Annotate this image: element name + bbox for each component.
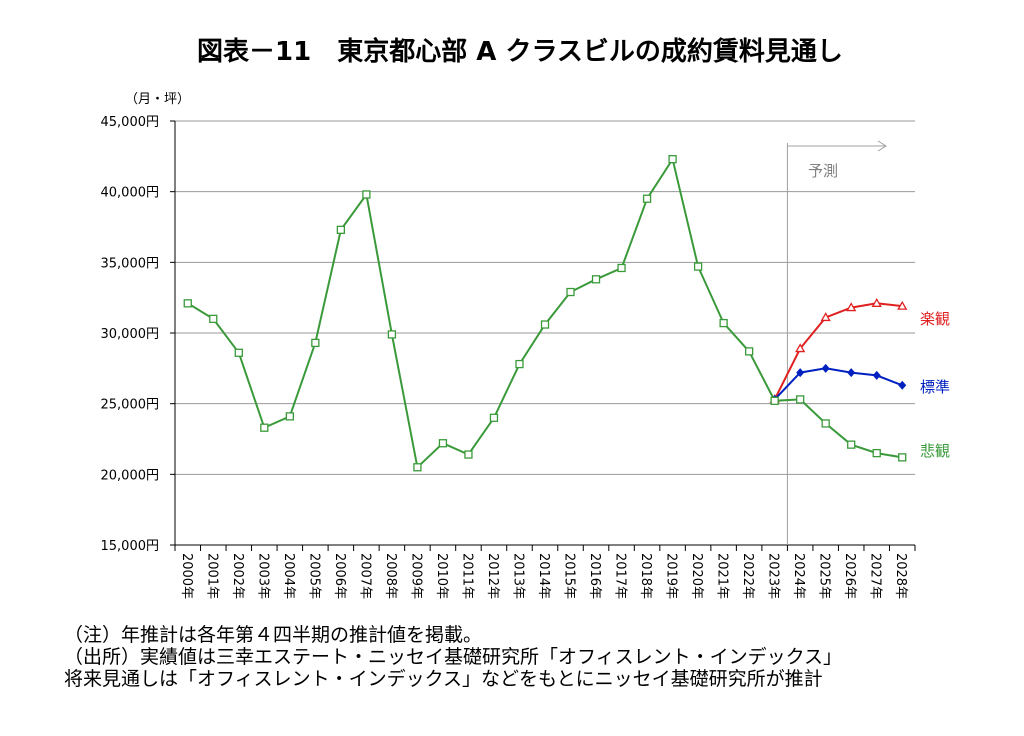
data-point: [362, 190, 371, 199]
data-point: [847, 368, 856, 378]
y-tick-label: 20,000円: [101, 468, 160, 483]
x-tick-label: 2001年: [204, 553, 219, 599]
x-tick-label: 2004年: [281, 553, 296, 599]
y-tick-label: 15,000円: [101, 539, 160, 554]
x-tick-label: 2022年: [740, 553, 755, 599]
data-point: [464, 450, 473, 459]
series-標準: [770, 363, 907, 404]
note-line-3: 将来見通しは「オフィスレント・インデックス」などをもとにニッセイ基礎研究所が推計: [64, 668, 823, 690]
data-point: [413, 463, 422, 472]
data-point: [566, 287, 575, 297]
forecast-label: 予測: [808, 162, 838, 180]
data-point: [489, 413, 499, 422]
x-tick-label: 2028年: [893, 553, 908, 599]
chart-title: 図表－11 東京都心部 A クラスビルの成約賃料見通し: [197, 36, 843, 67]
data-point: [821, 363, 830, 373]
x-tick-label: 2021年: [715, 553, 730, 599]
data-point: [642, 194, 652, 203]
data-point: [617, 263, 626, 273]
axes: [170, 120, 916, 551]
x-tick-label: 2007年: [357, 553, 372, 599]
data-point: [847, 440, 856, 449]
data-point: [898, 380, 907, 390]
data-point: [591, 275, 601, 284]
y-tick-label: 30,000円: [101, 327, 160, 342]
y-tick-label: 45,000円: [101, 115, 160, 130]
data-point: [234, 348, 243, 357]
data-point: [796, 368, 805, 378]
x-tick-label: 2025年: [817, 553, 832, 599]
x-tick-label: 2023年: [766, 553, 781, 599]
note-line-1: （注）年推計は各年第４四半期の推計値を掲載。: [64, 624, 483, 646]
x-tick-label: 2026年: [842, 553, 857, 599]
y-tick-label: 25,000円: [101, 398, 160, 413]
x-tick-label: 2015年: [562, 553, 577, 599]
x-tick-label: 2027年: [868, 553, 883, 599]
data-point: [311, 338, 320, 348]
series-label: 悲観: [920, 442, 950, 460]
x-tick-label: 2011年: [459, 553, 474, 599]
data-point: [820, 312, 831, 322]
data-point: [668, 155, 677, 164]
series-label: 標準: [920, 378, 950, 396]
y-tick-label: 40,000円: [101, 186, 160, 201]
data-point: [336, 225, 346, 234]
series-line: [773, 302, 903, 400]
x-tick-label: 2012年: [485, 553, 500, 599]
data-point: [515, 359, 524, 369]
data-point: [897, 300, 908, 310]
x-tick-label: 2013年: [510, 553, 525, 599]
series-楽観: [769, 298, 908, 404]
chart-area: 図表－11 東京都心部 A クラスビルの成約賃料見通し （月・坪） 予測 45,…: [101, 36, 951, 599]
data-point: [796, 395, 805, 404]
x-tick-label: 2010年: [434, 553, 449, 599]
data-point: [285, 412, 294, 421]
data-point: [209, 314, 218, 324]
note-line-2: （出所）実績値は三幸エステート・ニッセイ基礎研究所「オフィスレント・インデックス…: [64, 646, 843, 668]
x-tick-label: 2008年: [383, 553, 398, 599]
forecast-arrow-head: [877, 140, 887, 152]
series-label: 楽観: [920, 310, 950, 328]
series-line: [187, 156, 903, 470]
data-point: [183, 299, 192, 308]
data-point: [898, 453, 907, 462]
data-point: [719, 318, 728, 328]
data-point: [871, 298, 882, 307]
data-point: [540, 320, 550, 329]
x-tick-label: 2006年: [332, 553, 347, 599]
tick-labels: 45,000円 40,000円 35,000円 30,000円 25,000円 20,00…: [101, 115, 951, 599]
x-tick-label: 2005年: [306, 553, 321, 599]
data-point: [795, 343, 806, 353]
data-point: [872, 448, 881, 458]
data-point: [693, 262, 703, 271]
y-axis-unit-label: （月・坪）: [125, 92, 190, 107]
data-point: [387, 330, 397, 339]
x-tick-label: 2014年: [536, 553, 551, 599]
x-tick-label: 2018年: [638, 553, 653, 599]
x-tick-label: 2024年: [791, 553, 806, 599]
x-tick-label: 2016年: [587, 553, 602, 599]
data-point: [260, 423, 269, 432]
x-tick-label: 2009年: [408, 553, 423, 599]
gridlines: [175, 120, 915, 475]
x-tick-label: 2002年: [230, 553, 245, 599]
data-point: [438, 439, 448, 448]
x-tick-label: 2019年: [664, 553, 679, 599]
x-tick-label: 2000年: [179, 553, 194, 599]
series-lines: [183, 155, 908, 472]
data-point: [744, 347, 754, 356]
x-tick-label: 2020年: [689, 553, 704, 599]
series-line: [773, 367, 903, 401]
x-tick-label: 2003年: [255, 553, 270, 599]
forecast-marker: 予測: [786, 140, 887, 545]
data-point: [770, 396, 779, 405]
data-point: [872, 370, 881, 380]
data-point: [846, 302, 857, 312]
y-tick-label: 35,000円: [101, 256, 160, 271]
x-tick-label: 2017年: [613, 553, 628, 599]
series-悲観: [183, 155, 907, 472]
data-point: [821, 419, 830, 428]
